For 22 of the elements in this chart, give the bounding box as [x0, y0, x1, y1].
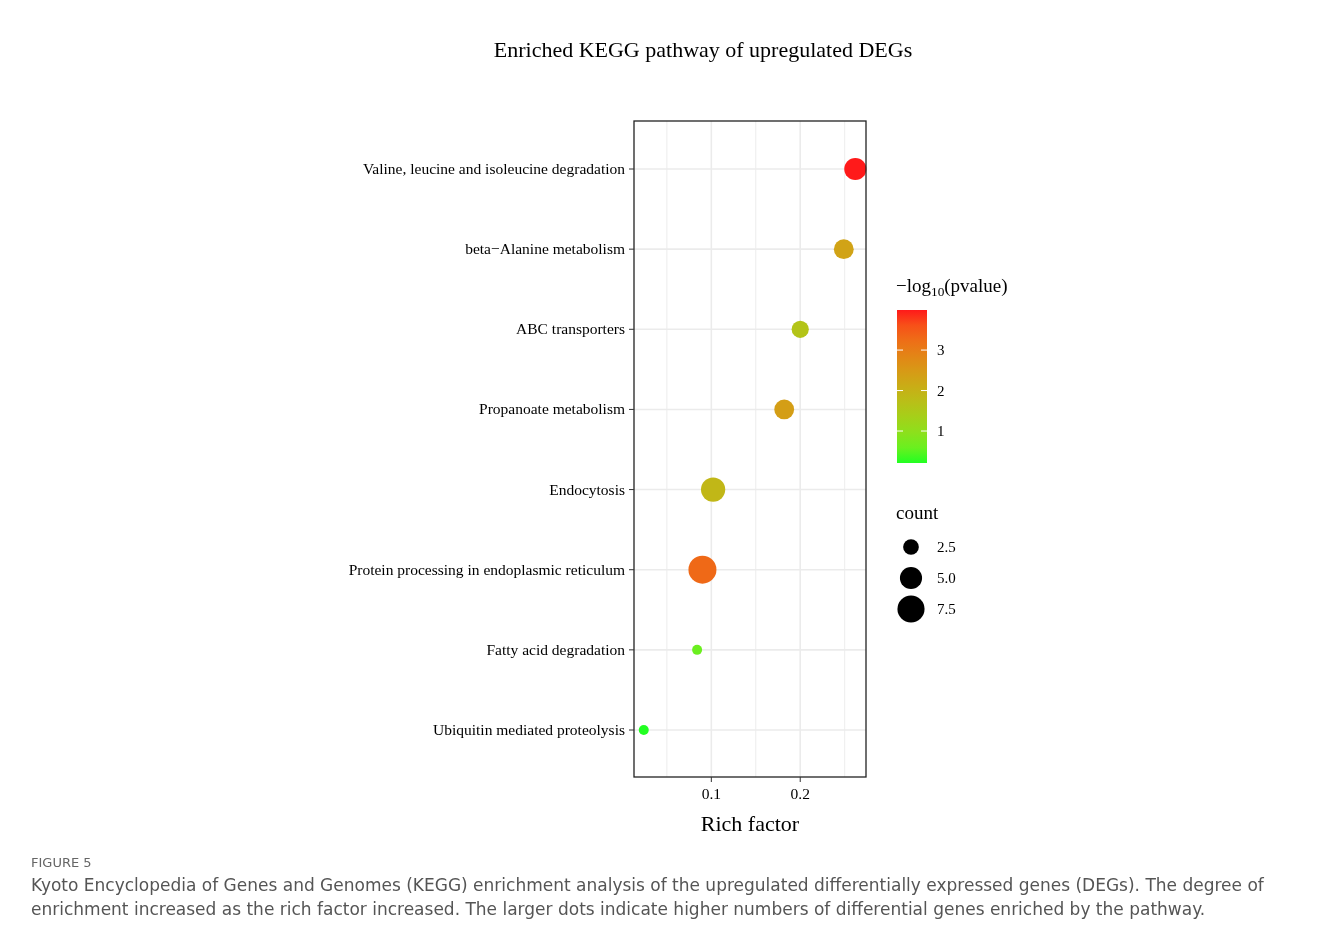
x-tick-label: 0.1	[701, 785, 722, 802]
color-bar-label: 3	[937, 342, 945, 359]
chart-title: Enriched KEGG pathway of upregulated DEGs	[493, 37, 913, 62]
legend-label: 7.5	[937, 601, 956, 617]
y-tick-label: ABC transporters	[516, 320, 625, 338]
y-tick-label: beta−Alanine metabolism	[465, 240, 625, 258]
text: Kyoto Encyclopedia of Genes and Genomes (KEGG) enrichment analysis of the upregulated differentially expressed genes (DEGs). The degree of enrichment increased as the rich factor increased. The larger dots indicate higher numbers of differential genes enriched by the pathway.	[31, 875, 1265, 919]
color-bar-label: 2	[937, 382, 945, 399]
x-axis-title: Rich factor	[700, 811, 800, 836]
color-bar-title: −log$_{10}$(pvalue)	[896, 275, 1008, 299]
legend-title: count	[896, 502, 939, 523]
legend-label: 5.0	[937, 570, 956, 586]
caption: FIGURE 5	[31, 855, 92, 870]
y-tick-label: Propanoate metabolism	[479, 400, 625, 418]
legend-label: 2.5	[937, 539, 956, 555]
color-bar-label: 1	[937, 423, 945, 440]
y-tick-label: Valine, leucine and isoleucine degradation	[362, 160, 626, 177]
x-tick-label: 0.2	[790, 785, 810, 802]
y-tick-label: Protein processing in endoplasmic reticulum	[348, 560, 625, 578]
y-tick-label: Endocytosis	[549, 480, 625, 498]
y-tick-label: Fatty acid degradation	[486, 640, 626, 658]
y-tick-label: Ubiquitin mediated proteolysis	[432, 721, 625, 738]
